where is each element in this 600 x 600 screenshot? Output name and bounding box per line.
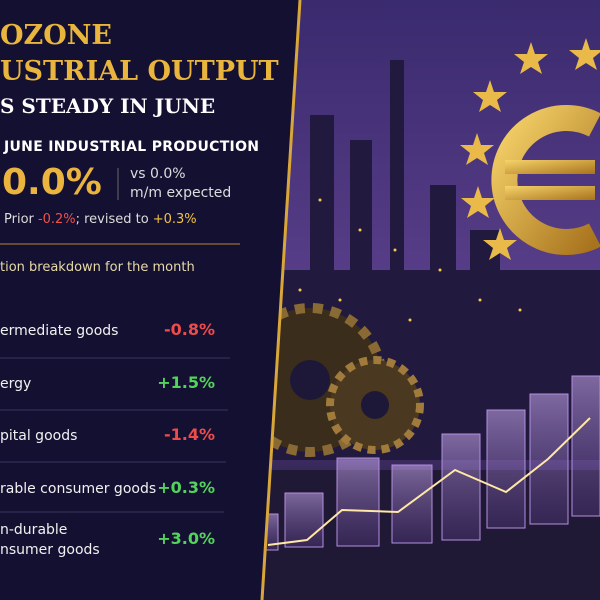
row-label: ermediate goods <box>0 323 119 339</box>
row-separators <box>0 357 230 513</box>
eu-stars <box>460 38 600 260</box>
title-line: OZONE <box>0 20 113 51</box>
subtitle: S STEADY IN JUNE <box>0 94 216 118</box>
row-label: nsumer goods <box>0 542 100 558</box>
headline-label: JUNE INDUSTRIAL PRODUCTION <box>4 139 260 155</box>
row-value: -0.8% <box>163 320 215 339</box>
row-label: ergy <box>0 376 32 392</box>
factory-lights <box>298 198 522 322</box>
prior-line: Prior -0.2%; revised to +0.3% <box>4 212 197 227</box>
row-label: pital goods <box>0 428 78 444</box>
trend-line <box>267 417 591 546</box>
euro-symbol <box>491 105 600 255</box>
headline-value: 0.0% <box>2 162 102 203</box>
row-label: n-durable <box>0 522 68 538</box>
panel-border <box>260 0 302 600</box>
expected: m/m expected <box>130 185 232 201</box>
row-value: -1.4% <box>163 425 215 444</box>
breakdown-heading: tion breakdown for the month <box>0 260 195 275</box>
prior-value: -0.2% <box>37 212 76 227</box>
row-value: +1.5% <box>157 373 215 392</box>
row-value: +3.0% <box>157 529 215 548</box>
text-panel <box>0 0 300 600</box>
prior-text: Prior <box>4 212 34 227</box>
revised-value: +0.3% <box>152 212 197 227</box>
expected: vs 0.0% <box>130 166 186 182</box>
title-line: USTRIAL OUTPUT <box>0 56 279 87</box>
row-value: +0.3% <box>157 478 215 497</box>
row-label: rable consumer goods <box>0 481 157 497</box>
growth-bars <box>255 375 600 551</box>
revised-text: ; revised to <box>75 212 149 227</box>
